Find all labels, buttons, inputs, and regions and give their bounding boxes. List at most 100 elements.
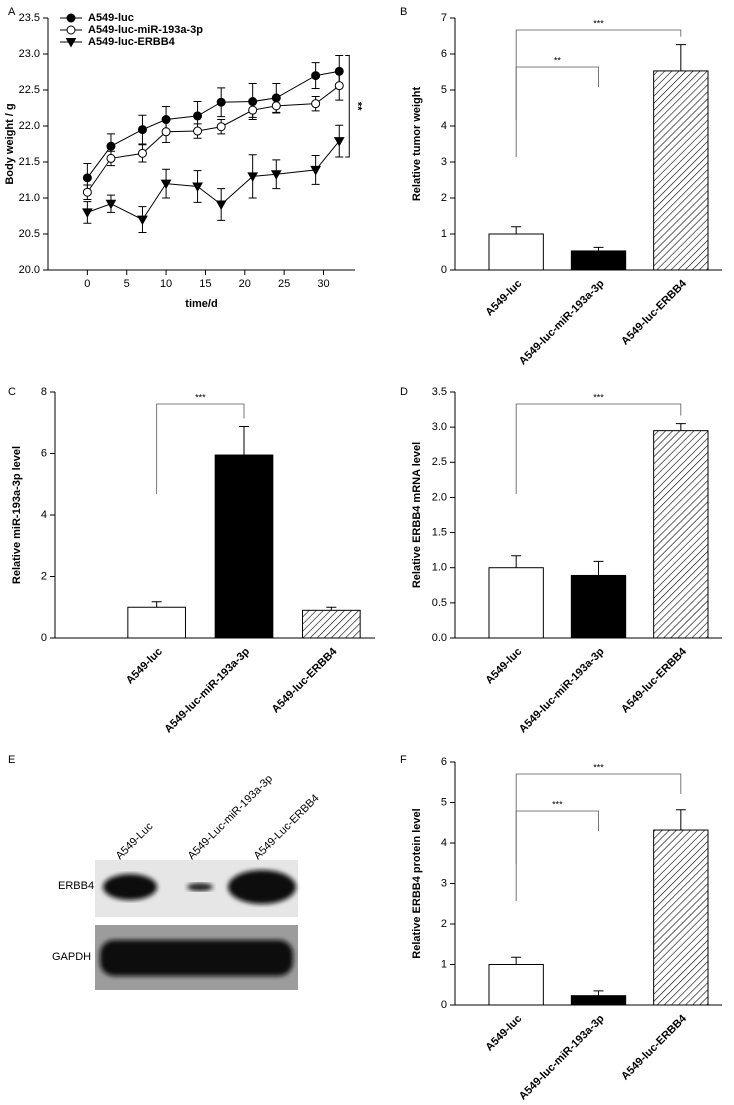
y-tick-label: 3	[441, 877, 447, 889]
bar	[488, 567, 544, 639]
bar	[653, 70, 709, 271]
marker	[247, 172, 259, 182]
y-tick-label: 2	[41, 570, 47, 582]
y-axis-label: Relative ERBB4 mRNA level	[411, 442, 423, 588]
significance-bracket	[515, 773, 682, 864]
bar	[653, 829, 709, 1006]
error-bar	[593, 246, 604, 251]
y-tick-label: 1	[441, 958, 447, 970]
marker	[137, 148, 147, 158]
significance-bracket	[345, 54, 350, 158]
x-tick-label: 25	[278, 278, 290, 290]
x-axis-label: time/d	[185, 298, 217, 310]
y-tick-label: 7	[441, 12, 447, 24]
blot-lane-label: A549-Luc	[114, 820, 156, 862]
panel-letter: F	[400, 754, 407, 766]
y-tick-label: 3.0	[432, 421, 447, 433]
marker	[193, 111, 203, 121]
panel-letter: D	[400, 386, 408, 398]
x-tick-label: 10	[160, 278, 172, 290]
series-line	[86, 70, 340, 179]
error-bar	[593, 560, 604, 576]
blot-band	[103, 874, 157, 900]
y-tick-label: 5	[441, 796, 447, 808]
y-tick-label: 22.5	[19, 84, 40, 96]
y-tick-label: 8	[41, 386, 47, 398]
legend-marker	[65, 38, 77, 48]
x-tick-label: A549-luc-miR-193a-3p	[517, 277, 607, 367]
marker	[310, 165, 321, 176]
y-tick-label: 23.5	[19, 12, 40, 24]
y-axis-label: Body weight / g	[4, 103, 16, 184]
blot-row-label: ERBB4	[58, 880, 94, 892]
marker	[106, 153, 116, 163]
error-bar	[151, 601, 162, 608]
x-tick-label: A549-luc-ERBB4	[619, 645, 689, 715]
y-tick-label: 4	[441, 120, 447, 132]
marker	[333, 137, 345, 147]
bar	[214, 454, 274, 639]
x-tick-label: A549-luc-miR-193a-3p	[517, 645, 607, 735]
marker	[311, 99, 321, 109]
blot-band	[228, 870, 296, 904]
marker	[192, 182, 203, 192]
marker	[82, 173, 92, 183]
legend-entry: A549-luc	[88, 12, 134, 24]
panel-letter: E	[8, 754, 15, 766]
y-tick-label: 1	[441, 228, 447, 240]
y-tick-label: 21.0	[19, 192, 40, 204]
legend-marker	[66, 25, 76, 35]
x-tick-label: A549-luc	[483, 1013, 524, 1054]
y-tick-label: 20.5	[19, 228, 40, 240]
significance-label: ***	[552, 799, 563, 809]
blot-band	[187, 883, 213, 891]
y-tick-label: 0.5	[432, 597, 447, 609]
y-tick-label: 0	[441, 264, 447, 276]
x-tick-label: 15	[199, 278, 211, 290]
y-axis-label: Relative miR-193a-3p level	[11, 446, 23, 584]
marker	[137, 215, 148, 226]
error-bar	[239, 425, 249, 456]
bar	[488, 964, 544, 1006]
marker	[334, 81, 344, 91]
marker	[193, 126, 203, 136]
error-bar	[675, 809, 686, 831]
y-tick-label: 23.0	[19, 48, 40, 60]
marker	[106, 141, 116, 151]
significance-bracket	[156, 403, 245, 494]
y-tick-label: 5	[441, 84, 447, 96]
y-tick-label: 0.0	[432, 632, 447, 644]
error-bar	[511, 226, 522, 234]
significance-bracket	[515, 810, 599, 901]
marker	[311, 71, 321, 81]
significance-label: **	[554, 55, 562, 65]
bar	[653, 430, 709, 639]
marker	[137, 125, 147, 135]
marker	[248, 105, 258, 115]
error-bar	[326, 606, 337, 611]
y-tick-label: 3.5	[432, 386, 447, 398]
error-bar	[675, 44, 686, 71]
x-tick-label: 30	[317, 278, 329, 290]
series-line	[87, 140, 340, 221]
marker	[215, 200, 227, 210]
marker	[160, 179, 172, 190]
x-tick-label: A549-luc-ERBB4	[619, 1012, 689, 1082]
marker	[82, 187, 92, 197]
significance-label: ***	[593, 392, 604, 402]
x-tick-label: A549-luc-ERBB4	[619, 277, 689, 347]
bar	[570, 574, 627, 639]
x-tick-label: A549-luc-miR-193a-3p	[162, 645, 252, 735]
y-tick-label: 2.5	[432, 456, 447, 468]
significance-bracket	[515, 29, 682, 120]
y-tick-label: 20.0	[19, 264, 40, 276]
y-tick-label: 2	[441, 918, 447, 930]
error-bar	[511, 555, 522, 568]
bar	[488, 233, 544, 271]
marker	[216, 122, 226, 132]
significance-label: ***	[195, 392, 206, 402]
marker	[271, 101, 281, 111]
bar	[302, 609, 361, 639]
bar	[127, 606, 186, 639]
legend-entry: A549-luc-ERBB4	[88, 36, 176, 48]
